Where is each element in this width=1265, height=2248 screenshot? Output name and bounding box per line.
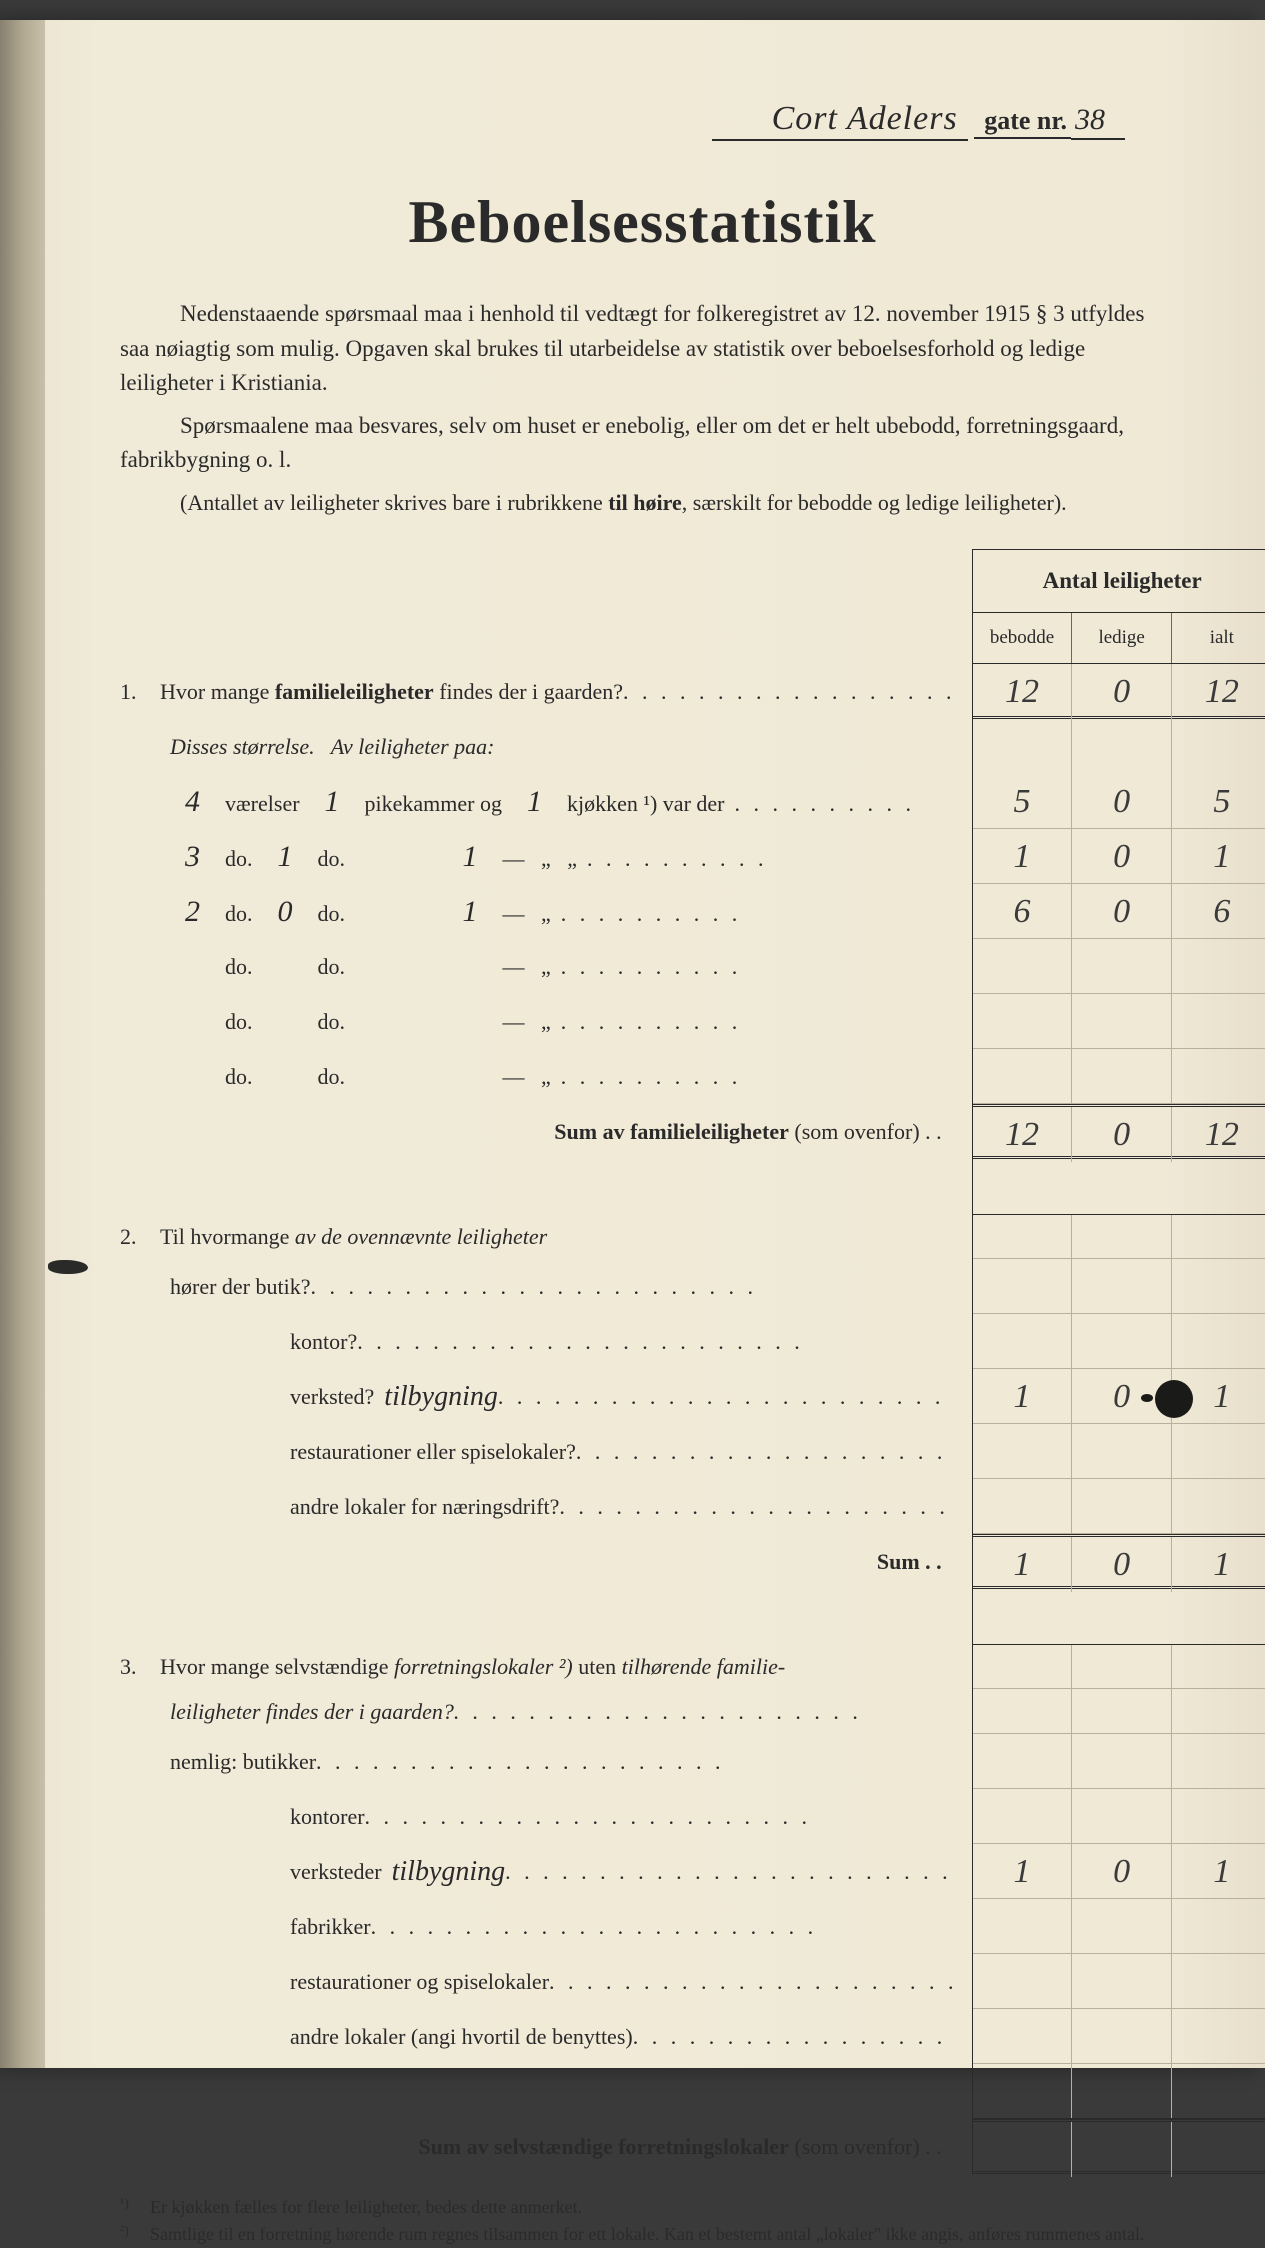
q3-nemlig-butikker: nemlig: butikker xyxy=(120,1734,952,1789)
q3-row-fabrikker: fabrikker xyxy=(120,1899,952,1954)
q3-line2: leiligheter findes der i gaarden? xyxy=(120,1689,952,1734)
q2-data-row-2 xyxy=(973,1314,1265,1369)
page-title: Beboelsesstatistik xyxy=(120,188,1165,257)
q1-size-row-1: 4værelser 1pikekammer og 1kjøkken ¹) var… xyxy=(120,774,952,829)
q3-sum-label: Sum av selvstændige forretningslokaler (… xyxy=(120,2119,952,2174)
street-number-handwritten: 38 xyxy=(1071,103,1125,140)
q2-row-verksted: verksted?tilbygning xyxy=(120,1369,952,1424)
q1-size-row-6: do. do. — „ xyxy=(120,1049,952,1104)
spacer xyxy=(973,1159,1265,1214)
q3-data-row-4 xyxy=(973,1899,1265,1954)
intro-paragraph-2: Spørsmaalene maa besvares, selv om huset… xyxy=(120,409,1165,478)
col-ialt: ialt xyxy=(1172,613,1265,663)
document-page: Cort Adelers gate nr.38 Beboelsesstatist… xyxy=(0,20,1265,2068)
ink-blot xyxy=(1155,1380,1193,1418)
gate-nr-label: gate nr. xyxy=(974,106,1071,139)
table-header: Antal leiligheter xyxy=(973,549,1265,613)
q3-sum-row: 101 xyxy=(973,2119,1265,2174)
q1-data-row-4 xyxy=(973,939,1265,994)
q2-data-row-5 xyxy=(973,1479,1265,1534)
q3-row-verksteder: verkstedertilbygning xyxy=(120,1844,952,1899)
header-address: Cort Adelers gate nr.38 xyxy=(120,100,1165,138)
q2-line1: 2. Til hvormange av de ovennævnte leilig… xyxy=(120,1214,952,1259)
spacer xyxy=(973,1589,1265,1644)
q1-data-row-6 xyxy=(973,1049,1265,1104)
col-ledige: ledige xyxy=(1072,613,1172,663)
q3-data-row-5 xyxy=(973,1954,1265,2009)
q1-size-row-4: do. do. — „ xyxy=(120,939,952,994)
data-table-column: Antal leiligheter bebodde ledige ialt 12… xyxy=(972,549,1265,2174)
book-spine xyxy=(0,20,45,2068)
q1-size-row-2: 3do. 1do. 1— „ „ xyxy=(120,829,952,884)
page-tear xyxy=(48,1260,88,1274)
q1-data-row-2: 101 xyxy=(973,829,1265,884)
q3-data-row-6 xyxy=(973,2009,1265,2064)
street-name-handwritten: Cort Adelers xyxy=(712,100,968,141)
q3-row-andre: andre lokaler (angi hvortil de benyttes) xyxy=(120,2009,952,2064)
q1-size-row-3: 2do. 0do. 1— „ xyxy=(120,884,952,939)
spacer xyxy=(973,719,1265,774)
q2-row-butik: hører der butik? xyxy=(120,1259,952,1314)
q2-data-row-1 xyxy=(973,1259,1265,1314)
footnote-1: ¹)Er kjøkken fælles for flere leilighete… xyxy=(120,2194,1165,2221)
col-bebodde: bebodde xyxy=(973,613,1073,663)
q3-data-row-1 xyxy=(973,1734,1265,1789)
spacer xyxy=(973,1644,1265,1689)
q2-row-andre: andre lokaler for næringsdrift? xyxy=(120,1479,952,1534)
q1-sum-label: Sum av familieleiligheter (som ovenfor) … xyxy=(120,1104,952,1159)
q2-data-row-3: 101 xyxy=(973,1369,1265,1424)
q2-row-restaur: restaurationer eller spiselokaler? xyxy=(120,1424,952,1479)
spacer xyxy=(973,1214,1265,1259)
q2-sum-label: Sum . . xyxy=(120,1534,952,1589)
q3-blank-row xyxy=(973,2064,1265,2119)
q3-data-row-2 xyxy=(973,1789,1265,1844)
q3-row-kontorer: kontorer xyxy=(120,1789,952,1844)
q1-line: 1. Hvor mange familieleiligheter findes … xyxy=(120,664,952,719)
q1-data-row-5 xyxy=(973,994,1265,1049)
q1-total-row: 12012 xyxy=(973,664,1265,719)
q2-data-row-4 xyxy=(973,1424,1265,1479)
form-grid: 1. Hvor mange familieleiligheter findes … xyxy=(120,549,1165,2174)
q1-data-row-3: 606 xyxy=(973,884,1265,939)
q1-disses: Disses størrelse. Av leiligheter paa: xyxy=(120,719,952,774)
q3-data-row-3: 101 xyxy=(973,1844,1265,1899)
intro-paragraph-1: Nedenstaaende spørsmaal maa i henhold ti… xyxy=(120,297,1165,401)
footnotes: ¹)Er kjøkken fælles for flere leilighete… xyxy=(120,2194,1165,2248)
intro-paragraph-3: (Antallet av leiligheter skrives bare i … xyxy=(120,486,1165,519)
q1-data-row-1: 505 xyxy=(973,774,1265,829)
q3-row-restaur: restaurationer og spiselokaler xyxy=(120,1954,952,2009)
q2-sum-row: 101 xyxy=(973,1534,1265,1589)
questions-column: 1. Hvor mange familieleiligheter findes … xyxy=(120,549,972,2174)
q3-line1: 3. Hvor mange selvstændige forretningslo… xyxy=(120,1644,952,1689)
q3-data-row-0 xyxy=(973,1689,1265,1734)
q1-size-row-5: do. do. — „ xyxy=(120,994,952,1049)
q2-row-kontor: kontor? xyxy=(120,1314,952,1369)
table-subheader: bebodde ledige ialt xyxy=(973,613,1265,664)
footnote-2: ²)Samtlige til en forretning hørende rum… xyxy=(120,2221,1165,2248)
q1-sum-row: 12012 xyxy=(973,1104,1265,1159)
